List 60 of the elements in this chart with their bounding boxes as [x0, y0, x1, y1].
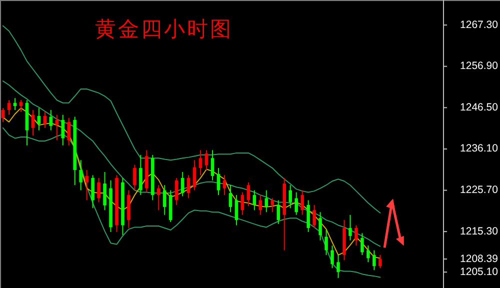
y-tick-label: 1246.50 [460, 101, 498, 114]
y-tick-label: 1205.10 [460, 266, 498, 278]
candlestick [354, 224, 358, 246]
candlestick [162, 184, 166, 216]
candlestick [43, 112, 47, 128]
candlestick [198, 150, 202, 176]
candlestick [270, 198, 274, 213]
candlestick [19, 100, 23, 113]
candlestick [103, 172, 106, 211]
candlestick [133, 164, 136, 191]
candlestick [85, 170, 88, 201]
candlestick [318, 212, 322, 241]
candlestick [360, 232, 364, 256]
candlestick [31, 110, 35, 136]
candlestick [228, 184, 232, 213]
candlestick [186, 174, 190, 199]
candlestick [192, 160, 196, 191]
candlestick [156, 184, 160, 211]
candlestick [330, 244, 334, 269]
candlestick [246, 182, 250, 207]
candlestick [37, 108, 41, 131]
candlestick [264, 190, 268, 213]
candlestick [222, 174, 226, 196]
text: 黄金四小时图 [94, 17, 233, 41]
candlestick [1, 108, 5, 122]
candlestick [55, 114, 59, 141]
candlestick [139, 154, 142, 196]
candlestick [378, 254, 382, 269]
candlestick [348, 214, 352, 241]
candlestick [366, 244, 370, 263]
line-series [2, 80, 381, 247]
candlestick [67, 117, 70, 146]
candlestick [312, 204, 316, 229]
candlestick [210, 150, 214, 181]
y-tick-label: 1236.10 [460, 142, 498, 155]
candlestick [204, 150, 208, 171]
candlestick [234, 194, 238, 226]
candlestick [240, 192, 244, 216]
y-tick-label: 1215.30 [460, 225, 498, 238]
candlestick [180, 172, 184, 197]
candlestick [294, 192, 298, 216]
y-tick-label: 1225.70 [460, 184, 498, 196]
candlestick [49, 110, 53, 131]
candlestick [372, 250, 376, 271]
candlestick [276, 200, 280, 225]
candlestick [336, 254, 340, 279]
candlestick [216, 168, 220, 196]
candlestick [97, 177, 100, 203]
candlestick [258, 194, 262, 216]
candlestick [79, 160, 82, 191]
y-tick-label: 1256.90 [460, 60, 498, 72]
y-tick-label: 1267.30 [460, 18, 498, 31]
candlestick [61, 114, 65, 146]
candlestick [91, 174, 94, 209]
candlestick [306, 200, 310, 232]
candlestick [252, 190, 256, 211]
candlestick [300, 190, 304, 216]
candlestick [288, 184, 292, 209]
candlestick [324, 229, 328, 256]
y-tick-label: 1208.39 [460, 252, 498, 265]
